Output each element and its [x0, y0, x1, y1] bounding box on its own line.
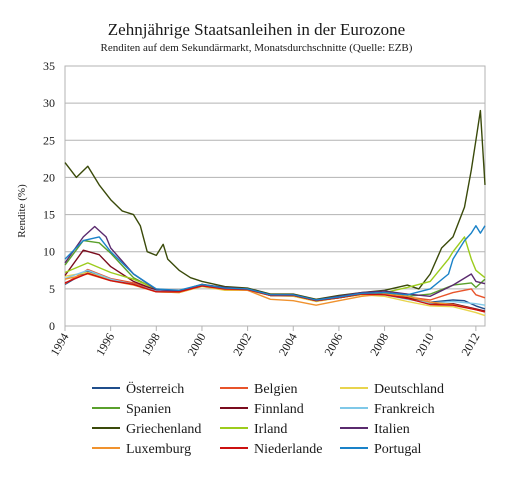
x-tick-label: 1996 [93, 331, 117, 359]
chart-subtitle: Renditen auf dem Sekundärmarkt, Monatsdu… [100, 42, 413, 54]
x-tick-label: 1994 [47, 331, 71, 359]
legend-label: Italien [374, 422, 410, 437]
x-tick-label: 1998 [139, 331, 163, 359]
legend-label: Belgien [254, 382, 298, 397]
tick-labels: 0 5 10 15 20 25 30 35 1994 1996 1998 2000 2002 2004 20… [43, 59, 482, 358]
y-tick-label: 35 [43, 59, 55, 73]
y-axis-label: Rendite (%) [16, 184, 28, 238]
grid-lines [65, 65, 485, 327]
axes [64, 65, 486, 331]
y-tick-label: 20 [43, 170, 55, 184]
legend-label: Frankreich [374, 402, 435, 417]
y-tick-label: 10 [43, 245, 55, 259]
x-tick-label: 2004 [276, 331, 300, 359]
x-tick-label: 2002 [230, 331, 254, 359]
y-tick-label: 15 [43, 208, 55, 222]
x-tick-label: 2000 [184, 331, 208, 359]
legend: Österreich Belgien Deutschland Spanien Finnl… [92, 380, 444, 457]
y-tick-label: 30 [43, 96, 55, 110]
series-line-portugal [64, 225, 486, 301]
series-line-luxemburg [64, 273, 486, 313]
series-line-griechenland [64, 109, 486, 300]
legend-label: Spanien [126, 402, 171, 417]
legend-label: Niederlande [254, 442, 322, 457]
x-tick-label: 2008 [367, 331, 391, 359]
y-tick-label: 0 [49, 319, 55, 333]
legend-label: Portugal [374, 442, 422, 457]
series-lines [64, 109, 486, 317]
y-tick-label: 5 [49, 282, 55, 296]
legend-label: Irland [254, 422, 287, 437]
x-tick-label: 2010 [413, 331, 437, 359]
series-line-österreich [64, 270, 486, 310]
chart-title: Zehnjährige Staatsanleihen in der Eurozo… [107, 20, 406, 39]
series-line-niederlande [64, 272, 486, 313]
plot-frame [64, 65, 486, 327]
legend-label: Luxemburg [126, 442, 191, 457]
x-tick-label: 2012 [458, 331, 482, 359]
legend-label: Finnland [254, 402, 304, 417]
x-tick-label: 2006 [321, 331, 345, 359]
y-tick-label: 25 [43, 133, 55, 147]
legend-label: Österreich [126, 380, 184, 397]
legend-label: Deutschland [374, 382, 444, 397]
legend-label: Griechenland [126, 422, 201, 437]
